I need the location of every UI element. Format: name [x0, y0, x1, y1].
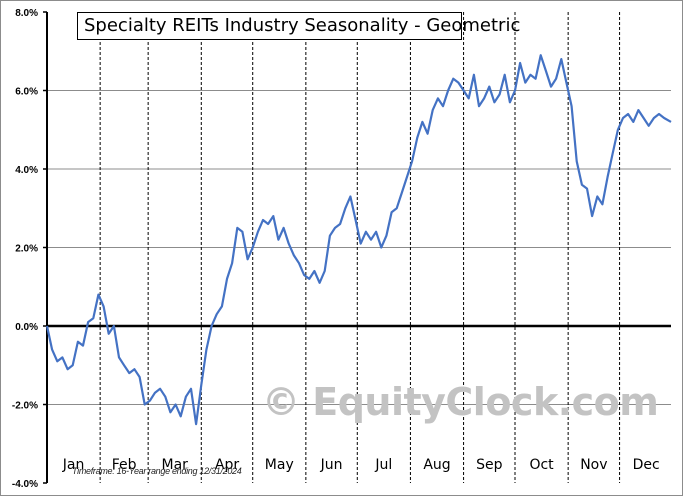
y-tick-label: 4.0% — [15, 165, 38, 176]
y-tick-label: -4.0% — [12, 479, 38, 490]
y-tick-label: 6.0% — [15, 87, 38, 98]
x-axis-month-labels: Jan Feb Mar Apr May Jun Jul Aug Sep Oct Nov Dec — [62, 457, 660, 473]
chart-title: Specialty REITs Industry Seasonality - G… — [84, 15, 521, 36]
y-axis — [43, 11, 48, 484]
month-label: Dec — [633, 457, 660, 473]
chart-title-box — [77, 12, 462, 40]
month-label: Mar — [162, 457, 189, 473]
month-label: Feb — [112, 457, 137, 473]
month-label: Jun — [320, 457, 343, 473]
y-axis-tick-labels: 8.0% 6.0% 4.0% 2.0% 0.0% -2.0% -4.0% — [12, 8, 38, 490]
month-label: Jan — [62, 457, 85, 473]
y-tick-label: 8.0% — [15, 8, 38, 19]
month-label: Nov — [580, 457, 607, 473]
month-label: May — [265, 457, 294, 473]
equityclock-watermark: © EquityClock.com — [262, 380, 659, 424]
y-tick-label: 2.0% — [15, 244, 38, 255]
month-label: Sep — [476, 457, 503, 473]
y-tick-label: -2.0% — [12, 401, 38, 412]
seasonality-series-line — [45, 54, 672, 426]
month-separator-lines — [99, 12, 621, 483]
month-label: Jul — [374, 457, 392, 473]
month-label: Aug — [423, 457, 450, 473]
horizontal-gridlines — [47, 90, 671, 405]
month-label: Oct — [529, 457, 554, 473]
month-label: Apr — [215, 457, 239, 473]
timeframe-note: Timeframe: 16-Year range ending 12/31/20… — [72, 466, 242, 476]
y-tick-label: 0.0% — [15, 322, 38, 333]
